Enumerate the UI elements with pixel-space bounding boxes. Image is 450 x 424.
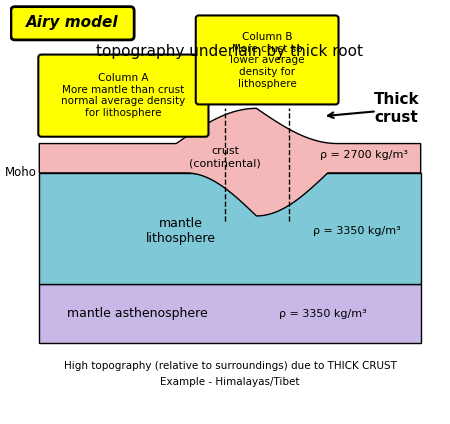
Text: Thick
crust: Thick crust: [374, 92, 419, 125]
Text: mantle asthenosphere: mantle asthenosphere: [67, 307, 207, 320]
Bar: [39, 285, 421, 343]
Text: mantle
lithosphere: mantle lithosphere: [146, 217, 216, 245]
Text: ρ = 3350 kg/m³: ρ = 3350 kg/m³: [279, 309, 367, 319]
FancyBboxPatch shape: [11, 7, 134, 40]
Text: Example - Himalayas/Tibet: Example - Himalayas/Tibet: [160, 377, 300, 387]
Text: crust
(continental): crust (continental): [189, 146, 261, 168]
FancyBboxPatch shape: [196, 15, 338, 104]
Text: Column B
More crust so
lower average
density for
lithosphere: Column B More crust so lower average den…: [230, 32, 304, 89]
Text: Airy model: Airy model: [26, 15, 119, 30]
Text: Column A
More mantle than crust
normal average density
for lithosphere: Column A More mantle than crust normal a…: [61, 73, 185, 118]
Text: ρ = 2700 kg/m³: ρ = 2700 kg/m³: [320, 150, 408, 160]
Text: High topography (relative to surroundings) due to THICK CRUST: High topography (relative to surrounding…: [63, 360, 396, 371]
FancyBboxPatch shape: [38, 55, 208, 137]
Text: topography underlain by thick root: topography underlain by thick root: [96, 44, 364, 59]
Text: Moho: Moho: [4, 166, 36, 179]
Text: ρ = 3350 kg/m³: ρ = 3350 kg/m³: [313, 226, 401, 236]
Polygon shape: [39, 109, 421, 216]
Bar: [39, 173, 421, 285]
